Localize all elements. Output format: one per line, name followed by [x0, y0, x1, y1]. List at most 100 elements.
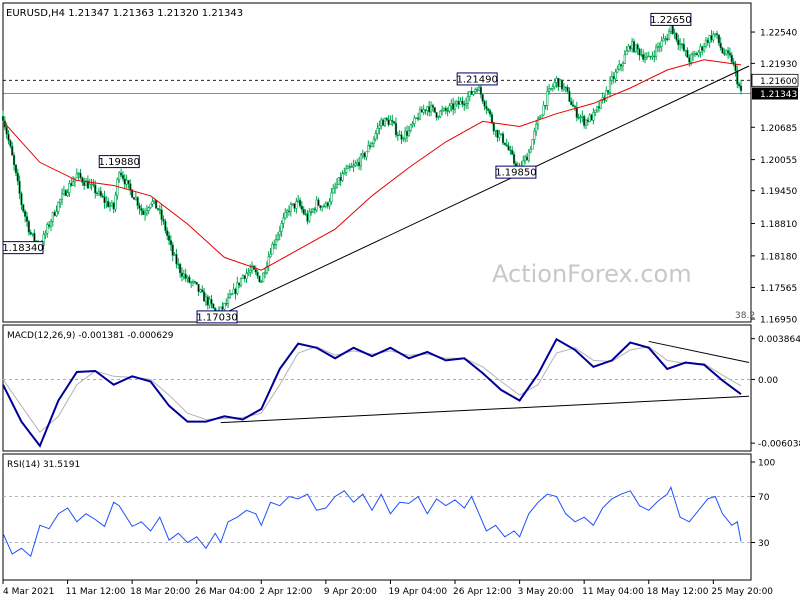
candle-body [221, 306, 224, 310]
axis-layer: 1.22540 1.21930 1.21600 1.21343 1.20685 1.200… [2, 29, 800, 597]
candle-body [536, 117, 540, 125]
candle-body [197, 284, 200, 293]
x-tick-3: 26 Mar 04:00 [195, 587, 255, 597]
candle-body [369, 145, 372, 148]
candle-body [651, 55, 654, 58]
candle-body [380, 119, 383, 127]
candle-body [147, 207, 150, 211]
candle-body [269, 253, 272, 258]
x-tick-0: 4 Mar 2021 [3, 587, 54, 597]
candle-body [667, 30, 671, 41]
candle-body [239, 278, 243, 286]
candle-body [293, 203, 296, 209]
x-tick-1: 11 Mar 12:00 [66, 587, 126, 597]
candle-body [660, 40, 663, 47]
candle-body [577, 117, 580, 119]
candle-body [398, 134, 401, 137]
candle-body [424, 109, 427, 111]
candle-body [453, 103, 457, 110]
candle-body [691, 53, 695, 56]
candle-body [59, 199, 62, 203]
candle-body [417, 117, 420, 120]
swing-label-box-3 [495, 165, 537, 179]
candle-body [452, 103, 455, 110]
candle-body [169, 240, 172, 246]
candle-body [127, 180, 130, 185]
swing-label-box-1 [456, 72, 498, 86]
candle-body [411, 123, 414, 126]
candle-body [634, 44, 637, 53]
candle-body [464, 103, 468, 106]
candle-body [544, 104, 547, 107]
candle-body [99, 190, 102, 197]
candle-body [81, 177, 84, 183]
candle-body [90, 183, 93, 186]
candle-body [166, 230, 169, 236]
candle-body [488, 110, 492, 115]
candle-body [164, 220, 167, 231]
candle-body [140, 208, 143, 211]
candle-body [114, 194, 117, 210]
candle-body [614, 71, 617, 80]
candle-body [662, 38, 665, 42]
candle-body [586, 119, 589, 123]
candle-body [415, 117, 418, 119]
candle-body [653, 55, 656, 58]
candle-body [394, 123, 398, 136]
candle-body [426, 106, 429, 111]
candle-body [225, 303, 228, 305]
candle-body [422, 109, 425, 113]
candle-body [236, 282, 239, 294]
candle-body [123, 178, 126, 185]
candle-body [492, 122, 495, 132]
candle-body [280, 223, 283, 232]
candle-body [208, 299, 211, 306]
candle-body [20, 193, 23, 205]
candle-body [736, 70, 739, 85]
candle-body [636, 44, 639, 50]
candle-body [118, 172, 121, 180]
macd-y-tick-1: 0.00 [758, 376, 778, 386]
candle-body [190, 281, 193, 284]
candle-body [300, 205, 303, 210]
candle-body [341, 173, 344, 181]
candle-body [405, 130, 409, 137]
candle-body [352, 165, 355, 168]
candle-body [420, 109, 423, 113]
candle-body [640, 54, 643, 56]
candle-body [31, 232, 34, 235]
candle-body [442, 107, 446, 111]
candle-body [51, 212, 54, 222]
candle-body [234, 288, 237, 294]
candle-body [182, 273, 185, 277]
candle-body [645, 55, 649, 59]
candle-body [258, 275, 261, 283]
current-price-label: 1.21343 [760, 90, 797, 100]
candle-body [322, 205, 326, 208]
candle-body [383, 117, 387, 126]
candle-body [693, 53, 696, 55]
candle-body [463, 103, 466, 106]
candle-body [228, 294, 232, 298]
macd-trendline-1 [648, 340, 750, 364]
swing-label-4: 1.18340 [2, 243, 43, 254]
candle-body [575, 107, 578, 118]
candle-body [616, 68, 619, 73]
candle-body [291, 203, 294, 205]
price-y-tick-7: 1.18810 [760, 220, 797, 230]
candle-body [583, 116, 586, 126]
candle-body [339, 177, 342, 181]
swing-label-5: 1.17030 [196, 312, 237, 323]
candle-body [474, 89, 477, 92]
candle-body [625, 50, 628, 56]
candle-body [14, 164, 18, 174]
candle-body [734, 64, 737, 71]
price-y-tick-4: 1.20685 [760, 124, 797, 134]
rsi-layer [2, 486, 751, 558]
candle-body [131, 189, 134, 198]
candle-body [370, 143, 374, 148]
macd-layer [2, 337, 751, 448]
candle-body [180, 272, 184, 277]
candle-body [710, 35, 713, 41]
candle-body [642, 54, 645, 60]
